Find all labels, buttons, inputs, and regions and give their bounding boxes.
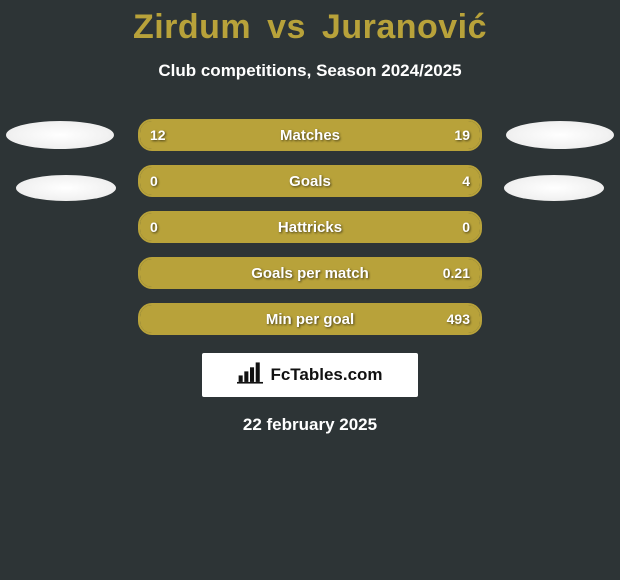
avatar-right-2 <box>504 175 604 201</box>
bar-fill-right <box>140 305 480 333</box>
bar-value-right: 19 <box>444 121 480 149</box>
bar-fill-right <box>201 167 480 195</box>
bar-value-right: 0 <box>452 213 480 241</box>
brand-badge: FcTables.com <box>202 353 418 397</box>
subtitle: Club competitions, Season 2024/2025 <box>0 61 620 81</box>
title-left-name: Zirdum <box>133 8 251 46</box>
bar-row: 493Min per goal <box>138 303 482 335</box>
comparison-bars: 1219Matches04Goals00Hattricks0.21Goals p… <box>138 119 482 335</box>
bar-value-left: 0 <box>140 213 168 241</box>
date-label: 22 february 2025 <box>0 415 620 435</box>
page-title: Zirdum vs Juranović <box>0 8 620 47</box>
chart-area: 1219Matches04Goals00Hattricks0.21Goals p… <box>0 119 620 335</box>
bar-row: 1219Matches <box>138 119 482 151</box>
bar-row: 04Goals <box>138 165 482 197</box>
brand-chart-icon <box>237 362 263 389</box>
brand-text: FcTables.com <box>270 365 382 385</box>
bar-row: 0.21Goals per match <box>138 257 482 289</box>
avatar-right-1 <box>506 121 614 149</box>
avatar-left-2 <box>16 175 116 201</box>
bar-value-right: 0.21 <box>433 259 480 287</box>
bar-row: 00Hattricks <box>138 211 482 243</box>
bar-value-right: 4 <box>452 167 480 195</box>
bar-value-left: 0 <box>140 167 168 195</box>
bar-fill-left <box>140 213 480 241</box>
title-vs: vs <box>261 8 312 46</box>
avatar-left-1 <box>6 121 114 149</box>
bar-value-left: 12 <box>140 121 176 149</box>
bar-fill-right <box>140 259 480 287</box>
bar-value-right: 493 <box>437 305 480 333</box>
comparison-card: Zirdum vs Juranović Club competitions, S… <box>0 0 620 580</box>
title-right-name: Juranović <box>322 8 487 46</box>
